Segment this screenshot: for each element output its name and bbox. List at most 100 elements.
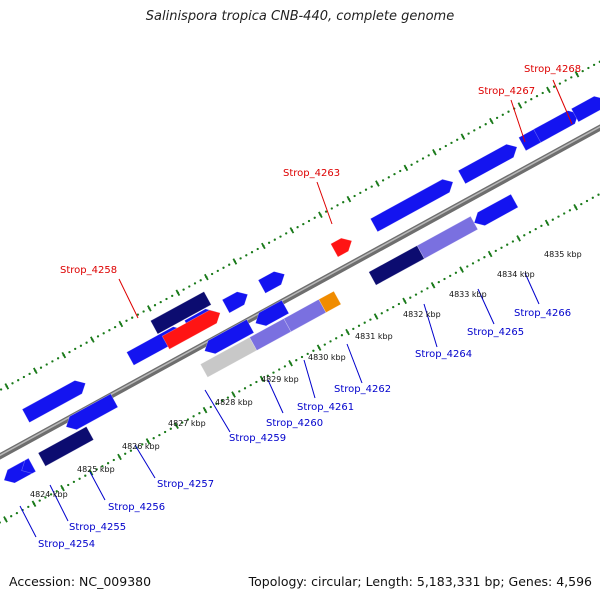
tick-mark — [375, 180, 380, 187]
tick-mark — [373, 313, 379, 320]
tick-dot — [353, 194, 356, 198]
tick-dot — [239, 257, 242, 260]
tick-dot — [182, 288, 185, 291]
tick-dot — [427, 154, 430, 157]
tick-dot — [399, 169, 402, 173]
tick-dot — [416, 160, 419, 163]
tick-dot — [307, 219, 311, 223]
tick-mark — [573, 203, 578, 211]
tick-dot — [300, 355, 304, 359]
tick-dot — [283, 365, 287, 368]
gene-track — [3, 95, 600, 484]
tick-dot — [466, 265, 469, 268]
tick-dot — [210, 272, 214, 276]
tick-dot — [335, 337, 338, 340]
tick-dot — [494, 249, 497, 253]
tick-dot — [169, 427, 172, 430]
tick-dot — [564, 79, 567, 82]
tick-dot — [165, 297, 168, 301]
tick-dot — [495, 116, 499, 120]
kbp-tick-label: 4828 kbp — [215, 398, 253, 407]
tick-dot — [352, 327, 355, 331]
backbone — [0, 124, 600, 460]
tick-dot — [570, 76, 573, 79]
tick-dot — [323, 343, 326, 346]
kbp-tick-label: 4830 kbp — [308, 353, 346, 362]
tick-dot — [125, 319, 128, 322]
gene-arrow — [150, 291, 212, 335]
tick-dot — [443, 277, 446, 281]
tick-dot — [580, 202, 583, 206]
tick-dot — [272, 371, 275, 374]
tick-dot — [78, 477, 81, 480]
tick-dot — [124, 452, 127, 455]
kbp-tick-label: 4831 kbp — [355, 332, 393, 341]
tick-dot — [393, 172, 396, 176]
tick-mark — [459, 266, 464, 273]
gene-arrow — [457, 143, 518, 185]
tick-dot — [238, 390, 241, 393]
tick-mark — [460, 133, 466, 140]
tick-dot — [131, 316, 134, 319]
gene-label: Strop_4254 — [38, 539, 95, 550]
kbp-tick-label: 4832 kbp — [403, 310, 441, 319]
tick-dot — [534, 227, 537, 231]
tick-dot — [222, 266, 225, 269]
leader-lines — [19, 79, 573, 538]
tick-dot — [44, 496, 47, 499]
gene-arrow — [533, 110, 579, 143]
tick-dot — [56, 357, 60, 360]
kbp-tick-label: 4827 kbp — [168, 419, 206, 428]
kbp-tick-label: 4824 kbp — [30, 490, 68, 499]
tick-dot — [45, 363, 48, 366]
tick-dot — [551, 218, 554, 221]
tick-dot — [357, 324, 361, 327]
leader-line — [303, 359, 316, 399]
leader-line — [316, 181, 333, 225]
gene-label: Strop_4265 — [467, 327, 524, 338]
tick-dot — [306, 352, 309, 356]
tick-dot — [51, 360, 54, 363]
tick-dot — [0, 388, 3, 391]
tick-dot — [329, 340, 332, 343]
tick-dot — [511, 240, 515, 243]
kbp-tick-label: 4834 kbp — [497, 270, 535, 279]
tick-dot — [483, 256, 486, 259]
map-title: Salinispora tropica CNB-440, complete ge… — [145, 9, 455, 24]
tick-dot — [591, 196, 594, 199]
tick-dot — [17, 379, 20, 382]
tick-mark — [487, 250, 493, 258]
tick-dot — [426, 287, 429, 290]
tick-dot — [221, 399, 224, 402]
tick-dot — [186, 418, 190, 421]
tick-dot — [528, 231, 532, 234]
gene-label: Strop_4268 — [524, 64, 581, 75]
tick-dot — [209, 405, 212, 409]
tick-dot — [467, 132, 470, 135]
tick-mark — [145, 438, 151, 445]
tick-dot — [153, 304, 157, 307]
tick-dot — [342, 201, 345, 204]
tick-dot — [192, 415, 195, 418]
tick-dot — [273, 238, 276, 241]
leader-line — [552, 79, 573, 125]
tick-dot — [250, 251, 254, 254]
tick-dot — [216, 269, 219, 273]
tick-dot — [450, 141, 453, 145]
gene-arrow — [37, 426, 95, 467]
tick-dot — [256, 247, 259, 251]
tick-dot — [597, 193, 600, 196]
tick-dot — [101, 465, 104, 468]
tick-dot — [266, 374, 269, 377]
tick-dot — [471, 262, 475, 265]
leader-line — [204, 389, 231, 433]
backbone-line — [0, 124, 600, 460]
tick-dot — [587, 66, 590, 70]
tick-mark — [88, 469, 94, 476]
gene-arrow — [257, 271, 285, 294]
tick-dot — [108, 329, 111, 332]
tick-mark — [346, 195, 352, 203]
gene-arrow — [21, 380, 86, 423]
tick-mark — [316, 344, 322, 351]
tick-dot — [380, 312, 383, 315]
